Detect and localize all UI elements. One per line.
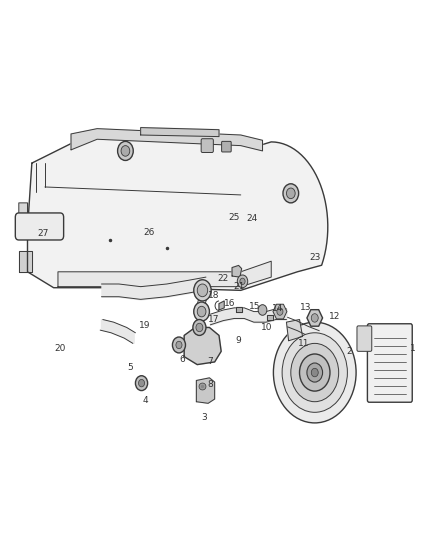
Text: 1: 1 <box>410 344 416 353</box>
Circle shape <box>121 146 130 156</box>
Text: 15: 15 <box>249 302 261 311</box>
Polygon shape <box>58 261 271 287</box>
Polygon shape <box>28 131 328 290</box>
Polygon shape <box>19 251 32 272</box>
Text: 2: 2 <box>347 347 353 356</box>
Text: 10: 10 <box>261 323 272 332</box>
Text: 13: 13 <box>300 303 312 312</box>
FancyBboxPatch shape <box>201 139 213 152</box>
Text: 23: 23 <box>309 253 321 262</box>
Circle shape <box>138 379 145 387</box>
Text: 6: 6 <box>179 355 185 364</box>
FancyBboxPatch shape <box>222 141 231 152</box>
Text: 8: 8 <box>208 379 213 389</box>
Polygon shape <box>219 301 224 310</box>
Circle shape <box>117 141 133 160</box>
Circle shape <box>311 368 318 377</box>
Text: 18: 18 <box>208 291 219 300</box>
Text: 26: 26 <box>144 228 155 237</box>
Polygon shape <box>102 319 134 343</box>
Text: 11: 11 <box>298 339 310 348</box>
Circle shape <box>237 275 248 288</box>
Text: 17: 17 <box>208 315 219 324</box>
Text: 14: 14 <box>272 304 283 313</box>
Text: 16: 16 <box>224 299 235 308</box>
Polygon shape <box>71 128 262 151</box>
Text: 24: 24 <box>246 214 257 223</box>
Circle shape <box>283 184 299 203</box>
Polygon shape <box>237 307 242 312</box>
FancyBboxPatch shape <box>15 213 64 240</box>
Polygon shape <box>232 265 242 277</box>
Circle shape <box>258 305 267 316</box>
Circle shape <box>240 278 245 285</box>
Polygon shape <box>267 316 273 319</box>
Polygon shape <box>196 378 215 403</box>
Polygon shape <box>286 319 303 341</box>
Text: 7: 7 <box>208 358 213 367</box>
Text: 20: 20 <box>54 344 66 353</box>
Text: 3: 3 <box>201 413 207 422</box>
Circle shape <box>194 302 209 321</box>
Circle shape <box>193 319 206 335</box>
Circle shape <box>286 188 295 199</box>
Text: 27: 27 <box>37 229 49 238</box>
Circle shape <box>273 322 356 423</box>
Circle shape <box>197 306 206 317</box>
Text: 25: 25 <box>229 213 240 222</box>
Text: 12: 12 <box>328 312 340 321</box>
Text: 22: 22 <box>218 273 229 282</box>
Circle shape <box>311 314 318 322</box>
Text: 19: 19 <box>139 321 151 330</box>
Circle shape <box>291 343 339 402</box>
Circle shape <box>196 323 203 332</box>
Circle shape <box>176 341 182 349</box>
FancyBboxPatch shape <box>367 324 412 402</box>
Polygon shape <box>141 127 219 136</box>
Text: 5: 5 <box>127 363 133 372</box>
Circle shape <box>197 284 208 297</box>
Polygon shape <box>184 327 221 365</box>
Circle shape <box>300 354 330 391</box>
Circle shape <box>282 333 347 413</box>
Text: 9: 9 <box>236 336 241 345</box>
Circle shape <box>194 280 211 301</box>
Polygon shape <box>19 203 28 237</box>
Circle shape <box>135 376 148 391</box>
FancyBboxPatch shape <box>357 326 372 351</box>
Circle shape <box>307 363 322 382</box>
Text: 4: 4 <box>142 395 148 405</box>
Text: 21: 21 <box>233 281 245 290</box>
Circle shape <box>277 308 283 316</box>
Circle shape <box>173 337 185 353</box>
